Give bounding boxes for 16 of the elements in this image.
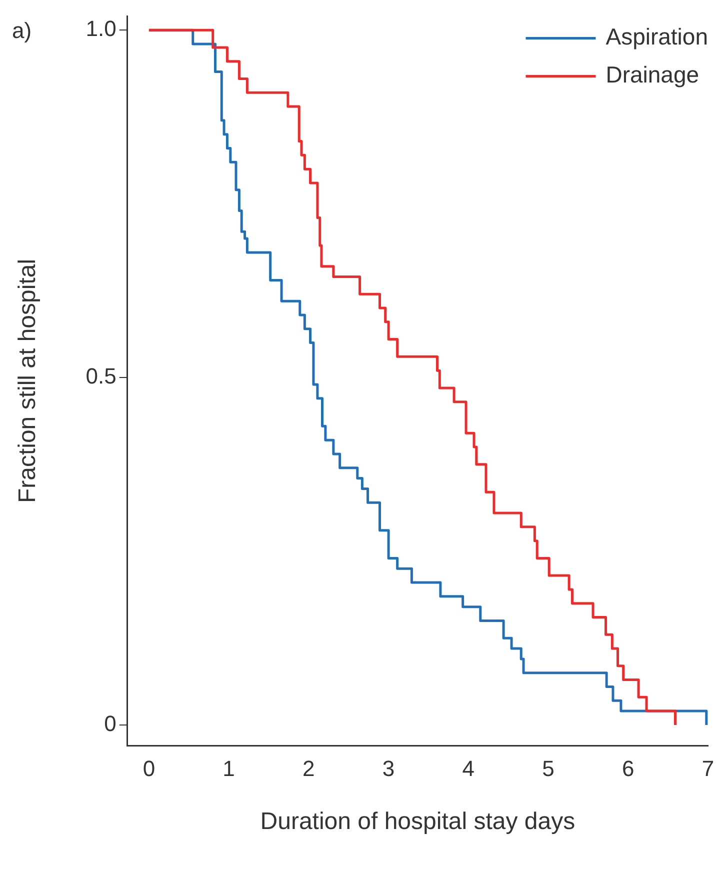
x-tick-label: 6 <box>622 756 634 782</box>
x-tick-label: 1 <box>222 756 235 782</box>
x-tick-label: 7 <box>702 756 714 782</box>
y-axis-title: Fraction still at hospital <box>14 258 42 504</box>
text: a) <box>12 18 32 44</box>
x-tick-label: 4 <box>462 756 475 782</box>
x-tick-label: 0 <box>142 756 156 782</box>
x-tick-label: 3 <box>382 756 395 782</box>
x-tick-label: 2 <box>302 756 315 782</box>
y-tick-label: 0.5 <box>86 364 116 389</box>
legend-label: Aspiration <box>606 24 708 50</box>
legend-label: Drainage <box>606 62 700 88</box>
y-tick-label: 0 <box>104 711 116 736</box>
x-tick-label: 5 <box>542 756 554 782</box>
y-tick-label: 1.0 <box>86 16 116 42</box>
x-axis-title: Duration of hospital stay days <box>260 808 576 836</box>
